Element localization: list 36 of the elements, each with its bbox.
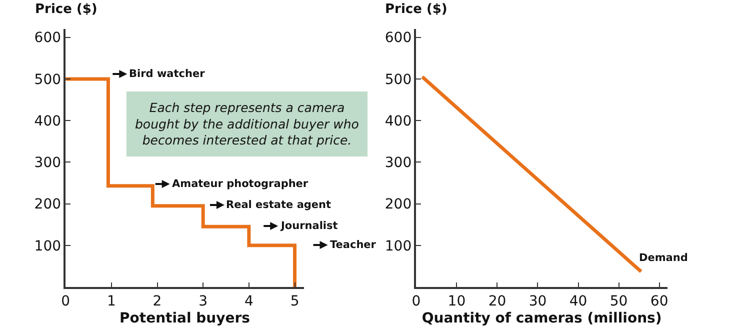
x-tick-label: 40 xyxy=(569,294,588,310)
annotation: Real estate agent xyxy=(226,199,332,211)
annotation: Each step represents a camera bought by the additional buyer who becomes interested at that price. xyxy=(135,100,360,148)
y-tick-label: 500 xyxy=(34,72,62,88)
x-tick-label: 0 xyxy=(412,294,421,310)
x-tick-label: 5 xyxy=(290,294,300,310)
y-tick-label: 300 xyxy=(34,155,62,172)
y-tick-label: 300 xyxy=(384,155,412,172)
annotation: Bird watcher xyxy=(129,68,206,80)
x-tick-label: 2 xyxy=(152,294,162,310)
y-tick-label: 400 xyxy=(34,113,62,130)
x-tick-label: 1 xyxy=(106,294,116,310)
y-tick-label: 400 xyxy=(384,113,412,130)
x-axis-title: Potential buyers xyxy=(120,310,250,326)
annotation: Amateur photographer xyxy=(172,178,309,190)
x-tick-label: 60 xyxy=(650,294,668,310)
x-tick-label: 20 xyxy=(488,294,506,310)
y-tick-label: 200 xyxy=(34,196,62,213)
y-tick-label: 600 xyxy=(34,30,62,46)
y-axis-title: Price ($) xyxy=(35,2,98,17)
x-tick-label: 4 xyxy=(244,294,254,310)
x-tick-label: 10 xyxy=(448,294,466,310)
x-tick-label: 3 xyxy=(198,294,208,310)
x-tick-label: 30 xyxy=(528,294,547,310)
y-axis-title: Price ($) xyxy=(385,2,448,17)
y-tick-label: 100 xyxy=(34,238,62,254)
y-tick-label: 600 xyxy=(384,30,412,46)
x-tick-label: 50 xyxy=(610,294,628,310)
annotation: Journalist xyxy=(280,220,338,232)
y-tick-label: 200 xyxy=(384,196,412,213)
y-tick-label: 500 xyxy=(384,72,412,88)
text: Teacher xyxy=(330,239,377,251)
annotation: Demand xyxy=(639,252,688,264)
x-axis-title: Quantity of cameras (millions) xyxy=(422,310,662,326)
y-tick-label: 100 xyxy=(384,238,412,254)
x-tick-label: 0 xyxy=(61,294,70,310)
